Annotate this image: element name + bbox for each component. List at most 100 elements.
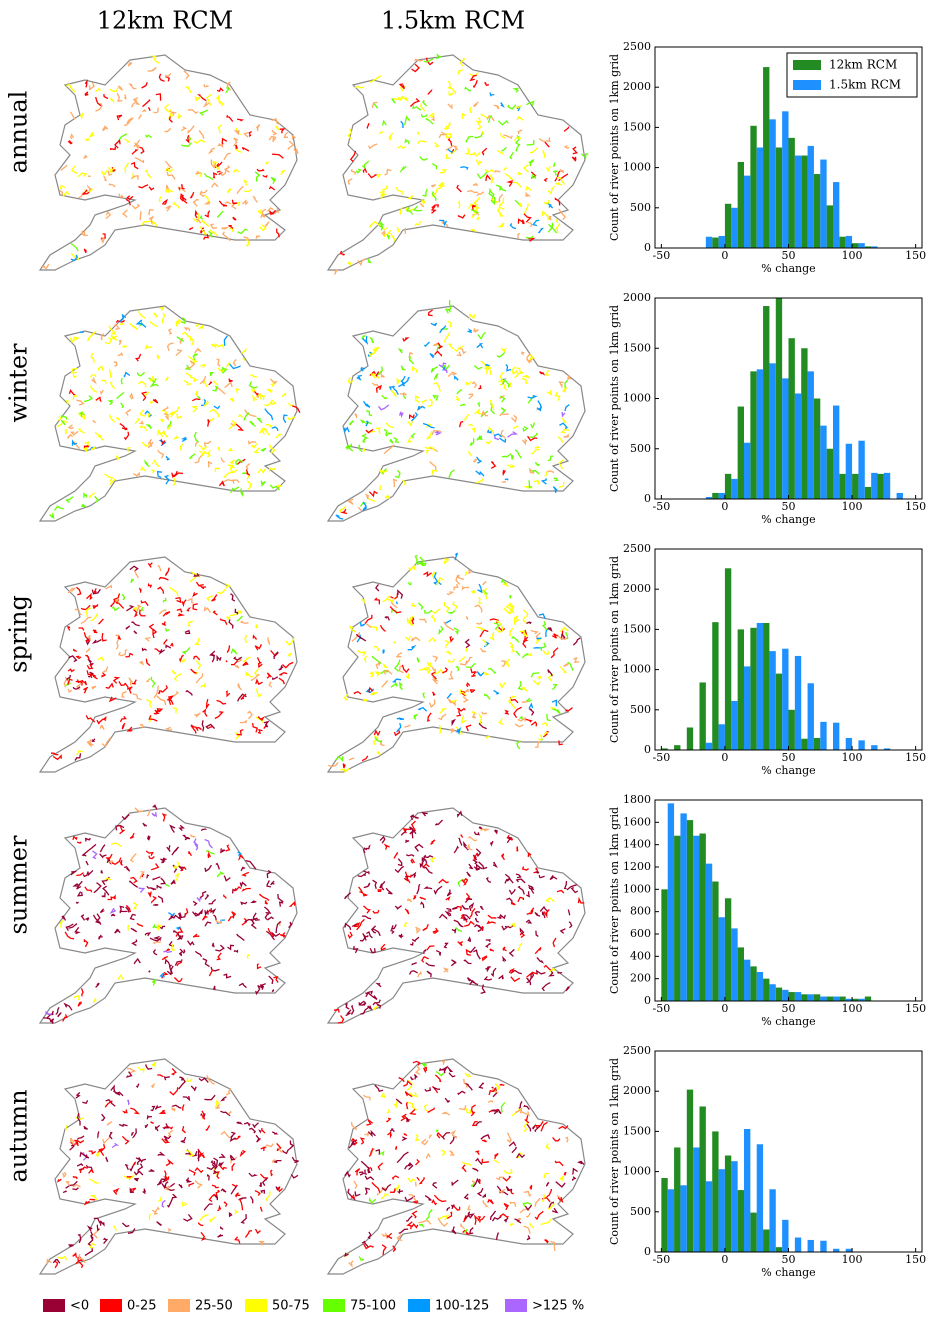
river — [495, 184, 507, 192]
river — [557, 1197, 564, 1204]
river — [213, 1157, 219, 1167]
river — [166, 171, 176, 180]
y-tick-label: 0 — [644, 743, 651, 756]
river — [189, 453, 196, 460]
river — [194, 637, 200, 646]
river — [46, 1258, 52, 1265]
river — [146, 835, 151, 841]
river — [81, 853, 87, 857]
river — [368, 1147, 374, 1157]
bar — [769, 651, 776, 750]
river — [422, 188, 428, 197]
river — [475, 478, 484, 484]
river — [488, 426, 495, 436]
river — [264, 221, 270, 227]
river — [431, 187, 441, 197]
river — [434, 350, 443, 357]
river — [210, 159, 217, 169]
river — [121, 1109, 128, 1114]
river — [129, 853, 137, 863]
river — [134, 807, 144, 812]
river — [230, 486, 240, 494]
river — [463, 1078, 468, 1088]
river — [476, 671, 485, 677]
river — [147, 441, 154, 448]
river — [98, 934, 103, 940]
river — [101, 1113, 106, 1121]
river — [99, 435, 104, 441]
river — [521, 653, 529, 659]
river — [150, 1105, 156, 1112]
river — [204, 894, 210, 900]
river — [88, 492, 96, 499]
river — [515, 873, 522, 879]
river — [252, 195, 258, 203]
river — [68, 655, 78, 663]
river — [141, 647, 147, 652]
river — [72, 835, 78, 841]
river — [489, 840, 494, 847]
river — [471, 381, 478, 389]
river — [425, 117, 434, 125]
river — [417, 140, 427, 145]
river — [476, 216, 480, 221]
river — [164, 1126, 174, 1130]
river — [460, 834, 464, 838]
river — [192, 353, 198, 361]
y-tick-label: 500 — [630, 1205, 651, 1218]
river — [517, 896, 525, 903]
river — [171, 669, 177, 675]
river — [408, 1194, 417, 1202]
river — [139, 870, 145, 879]
legend-swatch — [43, 1299, 65, 1312]
river — [83, 938, 89, 948]
river — [215, 944, 225, 952]
river — [438, 1068, 446, 1074]
river — [244, 918, 254, 923]
river — [430, 839, 436, 845]
river — [244, 409, 257, 418]
river — [501, 660, 507, 668]
river — [242, 357, 246, 361]
river — [184, 908, 189, 916]
river — [92, 998, 97, 1004]
river — [200, 363, 206, 369]
river — [242, 661, 249, 667]
river — [264, 408, 274, 421]
river — [264, 401, 272, 407]
river — [501, 955, 507, 963]
river — [480, 113, 488, 119]
river — [358, 886, 364, 895]
river — [129, 565, 139, 572]
river — [85, 715, 96, 723]
river — [433, 342, 438, 347]
river — [165, 205, 172, 212]
river — [271, 1158, 276, 1164]
river — [229, 397, 235, 403]
river — [373, 645, 381, 651]
river — [144, 169, 152, 179]
river — [209, 371, 214, 377]
river — [407, 645, 417, 651]
river — [473, 852, 479, 861]
river — [214, 711, 224, 720]
river — [84, 441, 91, 447]
bar — [712, 622, 719, 750]
river — [144, 410, 153, 418]
river — [558, 381, 564, 389]
river — [482, 1193, 487, 1198]
river — [572, 1167, 578, 1175]
river — [97, 618, 104, 625]
river — [426, 57, 434, 66]
river — [217, 1161, 225, 1167]
river — [158, 690, 162, 694]
river — [164, 376, 169, 382]
river — [457, 941, 464, 947]
river — [441, 1131, 450, 1140]
river — [543, 1172, 549, 1179]
river — [111, 857, 122, 866]
river — [563, 663, 569, 667]
river — [418, 1219, 432, 1225]
river — [147, 413, 152, 418]
river — [523, 1121, 529, 1132]
